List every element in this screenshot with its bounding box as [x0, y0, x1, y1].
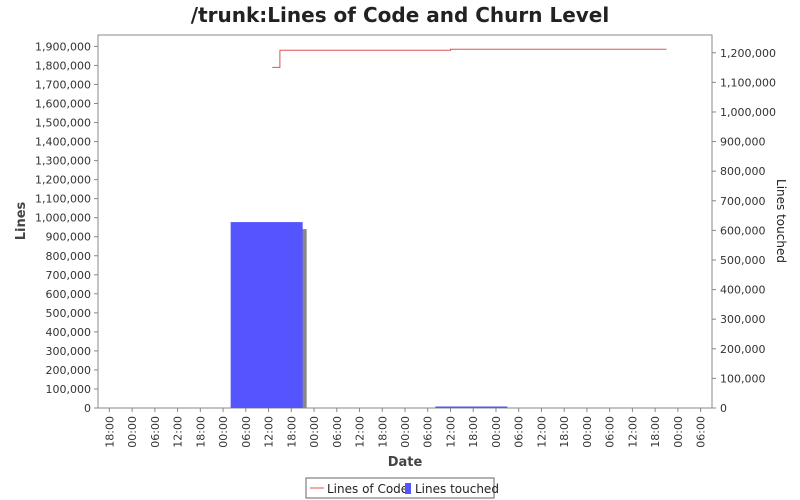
- bar-lines-touched: [230, 222, 303, 408]
- y-tick-label-right: 200,000: [720, 343, 766, 356]
- x-tick-label: 18:00: [194, 416, 207, 448]
- y-tick-label-left: 600,000: [46, 288, 92, 301]
- y-tick-label-left: 1,200,000: [35, 174, 91, 187]
- legend-box: [305, 477, 495, 499]
- y-axis-right: 0 100,000 200,000 300,000 400,000 500,000 600,…: [712, 47, 776, 415]
- y-axis-right-title: Lines touched: [774, 179, 788, 263]
- y-tick-label-left: 900,000: [46, 231, 92, 244]
- y-tick-label-left: 1,000,000: [35, 212, 91, 225]
- legend-label-lines-touched: Lines touched: [415, 482, 499, 496]
- x-tick-label: 06:00: [240, 416, 253, 448]
- x-tick-label: 06:00: [695, 416, 708, 448]
- y-tick-label-right: 400,000: [720, 284, 766, 297]
- x-tick-label: 12:00: [263, 416, 276, 448]
- x-axis: 18:00 00:00 06:00 12:00 18:00 00:00 06:00 12:00…: [103, 408, 708, 448]
- y-tick-label-left: 1,900,000: [35, 40, 91, 53]
- x-tick-label: 00:00: [308, 416, 321, 448]
- y-tick-label-right: 500,000: [720, 254, 766, 267]
- series-line-lines-of-code: [272, 48, 667, 68]
- y-tick-label-left: 200,000: [46, 364, 92, 377]
- x-tick-label: 06:00: [422, 416, 435, 448]
- y-tick-label-right: 600,000: [720, 224, 766, 237]
- x-tick-label: 12:00: [626, 416, 639, 448]
- x-tick-label: 12:00: [354, 416, 367, 448]
- y-tick-label-left: 0: [84, 402, 91, 415]
- x-tick-label: 18:00: [558, 416, 571, 448]
- y-axis-title: Lines: [14, 201, 29, 240]
- bar-layer: [230, 222, 508, 408]
- y-tick-label-right: 100,000: [720, 372, 766, 385]
- y-tick-label-left: 400,000: [46, 326, 92, 339]
- x-tick-label: 06:00: [149, 416, 162, 448]
- y-tick-label-right: 1,100,000: [720, 76, 776, 89]
- x-tick-label: 18:00: [649, 416, 662, 448]
- x-tick-label: 18:00: [103, 416, 116, 448]
- x-tick-label: 18:00: [467, 416, 480, 448]
- x-tick-label: 00:00: [490, 416, 503, 448]
- x-tick-label: 12:00: [535, 416, 548, 448]
- y-tick-label-left: 100,000: [46, 383, 92, 396]
- y-tick-label-left: 500,000: [46, 307, 92, 320]
- y-tick-label-left: 1,700,000: [35, 78, 91, 91]
- x-tick-label: 18:00: [285, 416, 298, 448]
- y-tick-label-right: 1,200,000: [720, 47, 776, 60]
- y-tick-label-left: 1,100,000: [35, 193, 91, 206]
- y-tick-label-left: 1,500,000: [35, 117, 91, 130]
- x-tick-label: 06:00: [604, 416, 617, 448]
- x-tick-label: 00:00: [672, 416, 685, 448]
- x-tick-label: 06:00: [513, 416, 526, 448]
- y-tick-label-left: 1,300,000: [35, 155, 91, 168]
- y-tick-label-right: 700,000: [720, 195, 766, 208]
- x-tick-label: 18:00: [376, 416, 389, 448]
- y-tick-label-left: 1,600,000: [35, 98, 91, 111]
- y-tick-label-right: 800,000: [720, 165, 766, 178]
- x-tick-label: 00:00: [581, 416, 594, 448]
- y-tick-label-right: 1,000,000: [720, 106, 776, 119]
- y-tick-label-right: 0: [720, 402, 727, 415]
- y-tick-label-right: 900,000: [720, 136, 766, 149]
- y-tick-label-left: 300,000: [46, 345, 92, 358]
- y-tick-label-left: 800,000: [46, 250, 92, 263]
- plot-area: [97, 34, 713, 409]
- line-layer: [272, 48, 667, 68]
- x-tick-label: 00:00: [217, 416, 230, 448]
- legend-swatch-lines-touched: [405, 483, 411, 494]
- x-axis-title: Date: [388, 455, 423, 470]
- x-tick-label: 00:00: [126, 416, 139, 448]
- legend: Lines of Code Lines touched: [305, 477, 499, 499]
- x-tick-label: 00:00: [399, 416, 412, 448]
- y-axis-left: 0 100,000 200,000 300,000 400,000 500,000 600,…: [35, 40, 98, 415]
- y-tick-label-left: 700,000: [46, 269, 92, 282]
- legend-label-lines-of-code: Lines of Code: [327, 482, 408, 496]
- y-tick-label-left: 1,400,000: [35, 136, 91, 149]
- x-tick-label: 12:00: [172, 416, 185, 448]
- chart-title: /trunk:Lines of Code and Churn Level: [191, 3, 609, 27]
- x-tick-label: 06:00: [331, 416, 344, 448]
- x-tick-label: 12:00: [444, 416, 457, 448]
- bar-lines-touched: [435, 406, 508, 408]
- y-tick-label-right: 300,000: [720, 313, 766, 326]
- y-tick-label-left: 1,800,000: [35, 59, 91, 72]
